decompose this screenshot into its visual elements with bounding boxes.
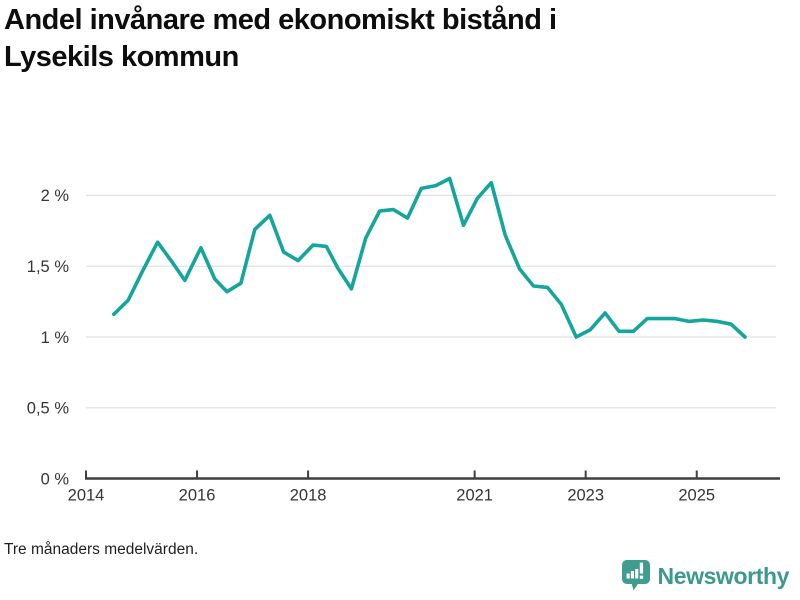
y-axis-label: 0 % (41, 470, 70, 488)
y-axis-label: 1,5 % (27, 258, 70, 276)
x-axis-label: 2014 (68, 487, 105, 505)
y-axis-label: 1 % (41, 329, 70, 347)
newsworthy-pin-barchart-icon (621, 560, 650, 591)
chart-footnote: Tre månaders medelvärden. (4, 541, 199, 558)
x-axis-label: 2018 (290, 487, 327, 505)
x-axis-label: 2021 (456, 487, 493, 505)
data-line (112, 176, 747, 339)
y-axis-label: 2 % (41, 187, 70, 205)
newsworthy-wordmark: Newsworthy (657, 562, 790, 589)
newsworthy-logo: Newsworthy (621, 559, 789, 593)
x-axis-label: 2016 (179, 487, 216, 505)
x-axis-label: 2025 (678, 487, 715, 505)
y-axis-label: 0,5 % (27, 400, 70, 418)
x-axis-label: 2023 (567, 487, 604, 505)
chart-title: Andel invånare med ekonomiskt bistånd i … (4, 4, 557, 74)
